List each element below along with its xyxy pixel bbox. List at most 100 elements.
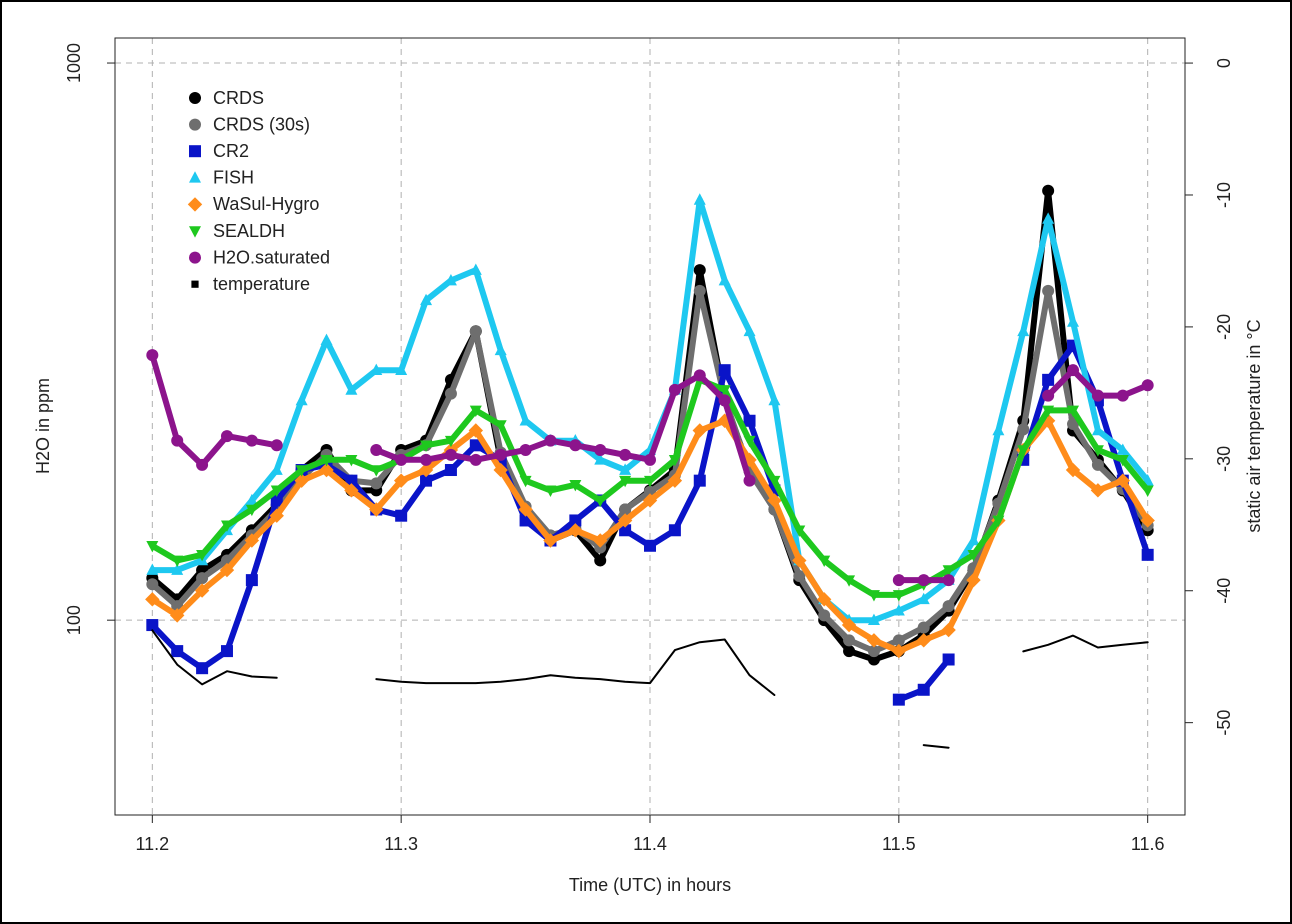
marker bbox=[1091, 458, 1104, 471]
marker bbox=[270, 463, 283, 475]
marker bbox=[420, 453, 433, 466]
marker bbox=[867, 613, 880, 625]
marker bbox=[892, 604, 905, 616]
marker bbox=[668, 455, 681, 467]
marker bbox=[518, 502, 533, 517]
marker bbox=[569, 439, 582, 452]
marker bbox=[867, 653, 880, 666]
marker bbox=[469, 405, 482, 417]
marker bbox=[393, 473, 409, 488]
marker bbox=[619, 448, 632, 461]
marker bbox=[942, 653, 955, 666]
marker bbox=[966, 572, 981, 588]
marker bbox=[644, 475, 656, 488]
marker bbox=[668, 524, 681, 537]
marker bbox=[345, 383, 358, 395]
marker bbox=[1116, 455, 1129, 467]
marker bbox=[892, 574, 905, 587]
marker bbox=[617, 513, 633, 528]
marker bbox=[370, 363, 383, 375]
marker bbox=[320, 333, 333, 346]
marker bbox=[519, 475, 532, 488]
legend-label: CRDS (30s) bbox=[213, 114, 310, 134]
y-axis-label: H2O in ppm bbox=[33, 378, 53, 474]
marker bbox=[469, 439, 482, 452]
marker bbox=[642, 493, 658, 508]
y-tick-label: 100 bbox=[64, 605, 84, 635]
marker bbox=[942, 565, 955, 577]
marker bbox=[992, 515, 1005, 528]
marker bbox=[189, 171, 201, 183]
marker bbox=[1017, 445, 1030, 457]
marker bbox=[743, 324, 756, 337]
marker bbox=[146, 619, 159, 632]
marker bbox=[793, 570, 806, 583]
marker bbox=[494, 420, 507, 432]
marker bbox=[742, 452, 757, 468]
marker bbox=[171, 563, 184, 575]
marker bbox=[245, 574, 258, 587]
marker bbox=[145, 592, 160, 607]
marker bbox=[245, 504, 258, 517]
marker bbox=[1091, 389, 1104, 402]
marker bbox=[395, 453, 408, 466]
marker bbox=[544, 485, 557, 497]
marker bbox=[1141, 548, 1154, 561]
marker bbox=[196, 458, 209, 471]
x-axis-label: Time (UTC) in hours bbox=[569, 875, 731, 895]
series bbox=[146, 375, 1154, 602]
marker bbox=[1116, 389, 1129, 402]
marker bbox=[867, 645, 880, 658]
legend-label: WaSul-Hygro bbox=[213, 194, 319, 214]
marker bbox=[219, 562, 235, 578]
marker bbox=[693, 264, 706, 277]
legend: CRDS CRDS (30s) CR2 FISH WaSul-Hygro SEALDH H2… bbox=[187, 88, 330, 294]
marker bbox=[1116, 443, 1129, 455]
marker bbox=[468, 423, 484, 438]
legend-label: CR2 bbox=[213, 141, 249, 161]
marker bbox=[594, 554, 607, 567]
marker bbox=[189, 92, 201, 104]
marker bbox=[718, 364, 731, 377]
marker bbox=[245, 493, 258, 506]
marker bbox=[619, 463, 632, 475]
marker bbox=[916, 633, 931, 648]
marker bbox=[768, 475, 781, 488]
marker bbox=[793, 525, 806, 537]
marker bbox=[942, 600, 955, 613]
marker bbox=[146, 563, 159, 575]
marker bbox=[867, 590, 880, 602]
marker bbox=[493, 462, 508, 478]
legend-label: CRDS bbox=[213, 88, 264, 108]
marker bbox=[866, 633, 882, 648]
marker bbox=[189, 251, 201, 264]
marker bbox=[768, 393, 781, 406]
y2-tick-label: -10 bbox=[1214, 182, 1234, 208]
marker bbox=[1042, 212, 1055, 224]
y2-tick-label: 0 bbox=[1214, 58, 1234, 68]
marker bbox=[816, 592, 832, 607]
marker bbox=[892, 590, 905, 602]
marker bbox=[171, 434, 184, 447]
marker bbox=[1067, 315, 1080, 327]
series bbox=[151, 629, 1149, 749]
marker bbox=[693, 193, 706, 205]
marker bbox=[1067, 405, 1080, 417]
marker bbox=[718, 385, 731, 397]
marker bbox=[171, 555, 184, 568]
marker bbox=[917, 592, 930, 605]
x-tick-label: 11.6 bbox=[1131, 834, 1165, 854]
marker bbox=[369, 502, 384, 517]
marker bbox=[1115, 473, 1130, 488]
marker bbox=[967, 550, 980, 562]
marker bbox=[469, 263, 482, 275]
y2-tick-label: -50 bbox=[1214, 710, 1234, 736]
marker bbox=[1042, 373, 1055, 386]
marker bbox=[743, 414, 756, 427]
series bbox=[146, 349, 1154, 587]
marker bbox=[494, 343, 507, 356]
marker bbox=[220, 520, 233, 532]
marker bbox=[319, 462, 334, 478]
marker bbox=[941, 622, 956, 638]
